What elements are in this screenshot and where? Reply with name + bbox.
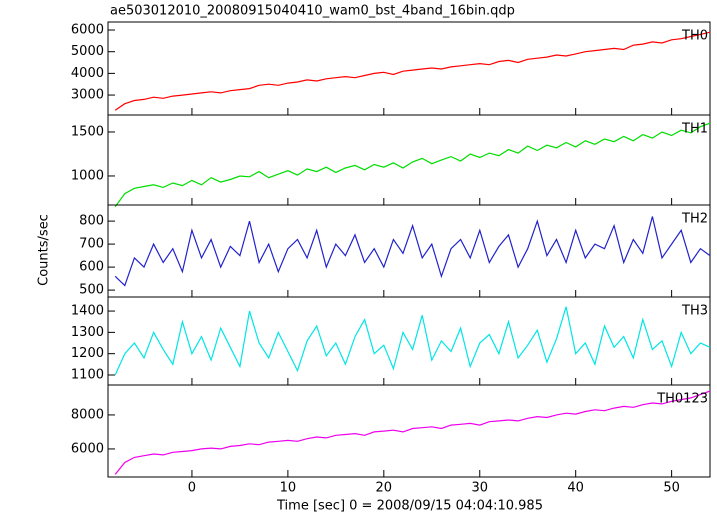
y-tick-label: 8000	[71, 407, 104, 422]
x-tick-label: 50	[663, 481, 680, 496]
series-label: TH0	[681, 29, 708, 44]
panel-frame	[107, 204, 711, 298]
y-axis-label: Counts/sec	[37, 214, 52, 286]
series-label: TH3	[681, 304, 708, 319]
series-line	[114, 31, 711, 111]
y-tick-label: 800	[79, 214, 104, 229]
y-tick-label: 600	[79, 260, 104, 275]
series-line	[114, 216, 711, 287]
x-tick-label: 40	[567, 481, 584, 496]
series-line	[114, 122, 711, 208]
series-label: TH1	[681, 122, 708, 137]
x-tick-label: 30	[471, 481, 488, 496]
y-tick-label: 5000	[71, 44, 104, 59]
y-tick-label: 1300	[71, 325, 104, 340]
y-tick-label: 1400	[71, 304, 104, 319]
series-line	[114, 306, 711, 376]
series-label: TH0123	[656, 392, 708, 407]
y-tick-label: 6000	[71, 441, 104, 456]
y-tick-label: 4000	[71, 66, 104, 81]
y-tick-label: 1200	[71, 346, 104, 361]
panel-frame	[107, 114, 711, 206]
panel-frame	[107, 21, 711, 116]
x-tick-label: 20	[376, 481, 393, 496]
y-tick-label: 1000	[71, 168, 104, 183]
panel-frame	[107, 384, 711, 478]
y-tick-label: 500	[79, 283, 104, 298]
series-label: TH2	[681, 212, 708, 227]
y-tick-label: 1100	[71, 367, 104, 382]
x-tick-label: 0	[188, 481, 196, 496]
y-tick-label: 3000	[71, 88, 104, 103]
x-axis-label: Time [sec] 0 = 2008/09/15 04:04:10.985	[276, 499, 543, 514]
y-tick-label: 6000	[71, 23, 104, 38]
y-tick-label: 1500	[71, 124, 104, 139]
x-tick-label: 10	[280, 481, 297, 496]
series-line	[114, 390, 711, 475]
chart-title: ae503012010_20080915040410_wam0_bst_4ban…	[110, 4, 515, 19]
y-tick-label: 700	[79, 237, 104, 252]
